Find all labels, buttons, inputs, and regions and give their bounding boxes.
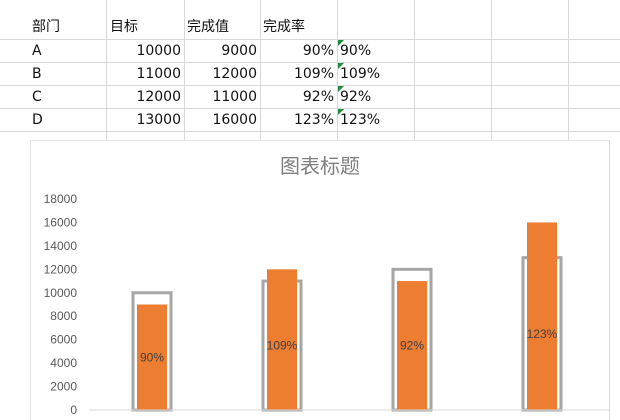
cell-done[interactable]: 11000 xyxy=(212,89,257,105)
cell-done[interactable]: 9000 xyxy=(221,43,257,59)
text-number-flag-icon xyxy=(338,40,344,46)
y-tick-label: 14000 xyxy=(44,239,78,253)
done-series xyxy=(137,222,557,410)
cell-done[interactable]: 16000 xyxy=(212,112,257,128)
data-labels: 90% 109% 92% 123% xyxy=(140,327,558,364)
y-tick-label: 2000 xyxy=(50,380,77,394)
text-number-flag-icon xyxy=(338,109,344,115)
grid-line xyxy=(0,131,620,132)
cell-rate-text[interactable]: 90% xyxy=(340,43,372,59)
cell-rate[interactable]: 109% xyxy=(293,66,334,82)
target-series xyxy=(131,256,563,412)
grid-line xyxy=(0,85,620,86)
grid-line xyxy=(0,62,620,63)
y-tick-label: 18000 xyxy=(44,192,78,206)
done-bar[interactable] xyxy=(267,269,297,410)
cell-done[interactable]: 12000 xyxy=(212,66,257,82)
cell-rate[interactable]: 92% xyxy=(302,89,334,105)
y-tick-label: 16000 xyxy=(44,215,78,229)
data-label: 109% xyxy=(267,339,298,353)
cell-dept[interactable]: D xyxy=(32,112,43,128)
cell-target[interactable]: 10000 xyxy=(136,43,181,59)
text-number-flag-icon xyxy=(338,86,344,92)
cell-target[interactable]: 13000 xyxy=(136,112,181,128)
cell-rate-text[interactable]: 123% xyxy=(340,112,381,128)
grid-line xyxy=(106,0,107,140)
header-done[interactable]: 完成值 xyxy=(187,19,229,35)
y-tick-label: 8000 xyxy=(50,309,77,323)
done-bar[interactable] xyxy=(397,281,427,410)
data-label: 90% xyxy=(140,350,164,364)
done-bar[interactable] xyxy=(527,222,557,410)
y-tick-label: 4000 xyxy=(50,356,77,370)
cell-rate-text[interactable]: 92% xyxy=(340,89,372,105)
spreadsheet-grid[interactable]: 部门 目标 完成值 完成率 A 10000 9000 90% 90% B 110… xyxy=(0,0,620,140)
grid-line xyxy=(184,0,185,140)
done-bar[interactable] xyxy=(137,304,167,411)
cell-dept[interactable]: B xyxy=(32,66,42,82)
cell-rate[interactable]: 90% xyxy=(302,43,334,59)
header-target[interactable]: 目标 xyxy=(110,19,138,35)
grid-line xyxy=(414,0,415,140)
y-tick-label: 0 xyxy=(70,403,77,417)
cell-dept[interactable]: A xyxy=(32,43,42,59)
grid-line xyxy=(337,0,338,140)
header-dept[interactable]: 部门 xyxy=(32,19,60,35)
text-number-flag-icon xyxy=(338,63,344,69)
header-rate[interactable]: 完成率 xyxy=(263,19,305,35)
cell-dept[interactable]: C xyxy=(32,89,42,105)
grid-line xyxy=(568,0,569,140)
grid-line xyxy=(0,108,620,109)
grid-line xyxy=(491,0,492,140)
data-label: 123% xyxy=(527,327,558,341)
chart-area[interactable]: 图表标题 0 2000 4000 6000 8000 10000 12000 14000 160… xyxy=(30,140,610,420)
cell-target[interactable]: 11000 xyxy=(136,66,181,82)
y-tick-label: 12000 xyxy=(44,262,78,276)
grid-line xyxy=(260,0,261,140)
bar-chart: 图表标题 0 2000 4000 6000 8000 10000 12000 14000 160… xyxy=(44,154,609,417)
cell-rate-text[interactable]: 109% xyxy=(340,66,381,82)
cell-rate[interactable]: 123% xyxy=(293,112,334,128)
y-tick-label: 10000 xyxy=(44,286,78,300)
y-axis: 0 2000 4000 6000 8000 10000 12000 14000 16000 180… xyxy=(44,192,78,417)
grid-line xyxy=(0,39,620,40)
data-label: 92% xyxy=(400,339,424,353)
chart-title[interactable]: 图表标题 xyxy=(280,154,360,178)
cell-target[interactable]: 12000 xyxy=(136,89,181,105)
y-tick-label: 6000 xyxy=(50,333,77,347)
